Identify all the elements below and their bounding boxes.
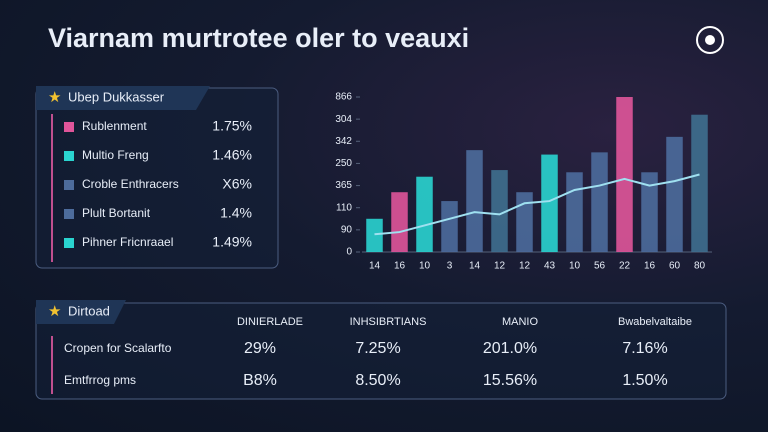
row-label: Emtfrrog pms xyxy=(64,373,136,387)
y-tick-label: 866 xyxy=(335,92,352,103)
x-tick-label: 3 xyxy=(447,261,453,272)
icon xyxy=(696,26,724,54)
row-label: Multio Freng xyxy=(82,148,149,162)
row-label: Pihner Fricnraael xyxy=(82,235,173,249)
bar xyxy=(641,172,658,252)
cell: B8% xyxy=(243,372,277,389)
table-tab xyxy=(36,300,126,324)
bar xyxy=(491,170,508,252)
row-label: Rublenment xyxy=(82,119,147,133)
y-tick-label: 250 xyxy=(335,158,352,169)
bar xyxy=(616,97,633,252)
bar xyxy=(541,154,558,252)
cell: 7.16% xyxy=(622,340,667,357)
legend-swatch xyxy=(64,180,74,190)
bar xyxy=(591,152,608,252)
panel-tab xyxy=(36,86,210,110)
legend-swatch xyxy=(64,122,74,132)
row-value: X6% xyxy=(222,176,252,192)
x-tick-label: 16 xyxy=(394,261,406,272)
x-tick-label: 43 xyxy=(544,261,556,272)
bar xyxy=(416,176,433,252)
column-header: Bwabelvaltaibe xyxy=(618,316,692,328)
trend-line xyxy=(374,173,700,236)
y-tick-label: 365 xyxy=(335,180,352,191)
bar xyxy=(566,172,583,252)
cell: 15.56% xyxy=(483,372,537,389)
star: ★ xyxy=(48,303,61,320)
column-header: INHSIBRTIANS xyxy=(350,316,427,328)
y-tick-label: 0 xyxy=(346,247,352,258)
bar xyxy=(691,114,708,252)
x-tick-label: 10 xyxy=(419,261,431,272)
y-tick-label: 342 xyxy=(335,136,352,147)
table-header: Dirtoad xyxy=(68,303,110,318)
x-tick-label: 10 xyxy=(569,261,581,272)
bar xyxy=(441,201,458,252)
cell: 8.50% xyxy=(355,372,400,389)
row-label: Plult Bortanit xyxy=(82,206,151,220)
bar xyxy=(391,192,408,252)
row-value: 1.75% xyxy=(212,118,252,134)
icon-dot xyxy=(705,35,715,45)
bar xyxy=(466,150,483,252)
table-panel xyxy=(35,302,727,400)
x-tick-label: 14 xyxy=(469,261,481,272)
x-tick-label: 80 xyxy=(694,261,706,272)
cell: 1.50% xyxy=(622,372,667,389)
x-tick-label: 22 xyxy=(619,261,631,272)
star: ★ xyxy=(48,89,61,106)
row-value: 1.4% xyxy=(220,205,252,221)
x-tick-label: 12 xyxy=(519,261,531,272)
cell: 201.0% xyxy=(483,340,537,357)
bar xyxy=(666,136,683,252)
bar xyxy=(516,192,533,252)
x-tick-label: 60 xyxy=(669,261,681,272)
x-tick-label: 16 xyxy=(644,261,656,272)
legend-swatch xyxy=(64,238,74,248)
row-label: Cropen for Scalarfto xyxy=(64,341,172,355)
row-value: 1.46% xyxy=(212,147,252,163)
cell: 29% xyxy=(244,340,276,357)
y-tick-label: 110 xyxy=(336,202,352,213)
legend-swatch xyxy=(64,209,74,219)
title: Viarnam murtrotee oler to veauxi xyxy=(48,23,469,53)
x-tick-label: 12 xyxy=(494,261,506,272)
x-tick-label: 56 xyxy=(594,261,606,272)
x-tick-label: 14 xyxy=(369,261,381,272)
y-tick-label: 90 xyxy=(341,224,353,235)
legend-swatch xyxy=(64,151,74,161)
y-tick-label: 304 xyxy=(335,114,352,125)
row-label: Croble Enthracers xyxy=(82,177,179,191)
bar xyxy=(366,218,383,252)
column-header: DINIERLADE xyxy=(237,316,303,328)
panel-header: Ubep Dukkasser xyxy=(68,89,165,104)
column-header: MANIO xyxy=(502,316,539,328)
cell: 7.25% xyxy=(355,340,400,357)
row-value: 1.49% xyxy=(212,234,252,250)
